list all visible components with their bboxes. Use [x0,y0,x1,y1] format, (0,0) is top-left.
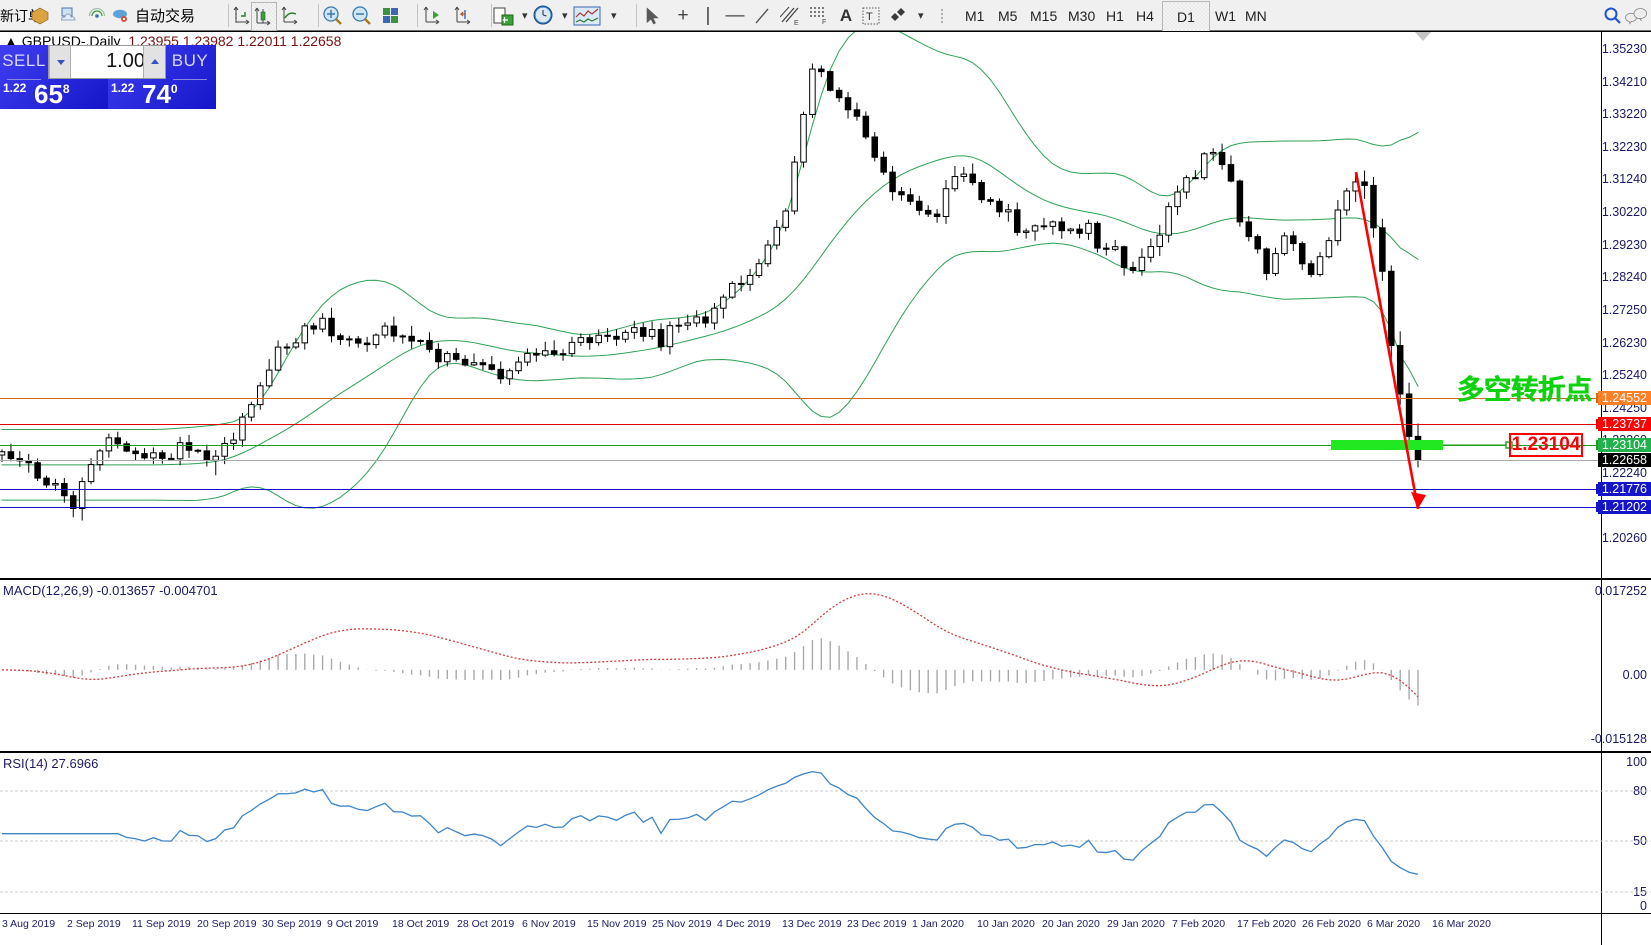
svg-text:E: E [794,20,799,26]
svg-text:T: T [866,11,873,23]
svg-text:F: F [822,19,826,25]
